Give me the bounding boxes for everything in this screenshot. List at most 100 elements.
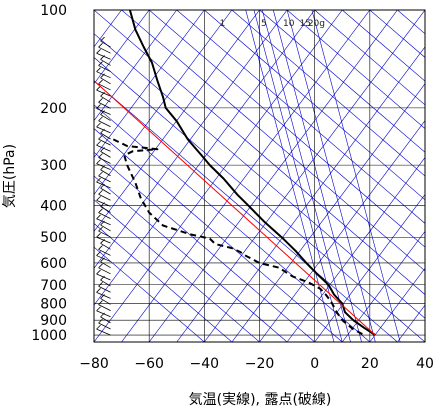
wind-barb-staff — [100, 132, 111, 140]
wind-barb-staff — [98, 249, 111, 256]
mixing-ratio-line — [273, 10, 362, 342]
wind-barb-staff — [98, 322, 111, 330]
sounding-series — [94, 10, 376, 336]
wind-barb-flag — [96, 49, 101, 54]
mixing-ratio-label: 1 — [220, 19, 226, 29]
wind-barb-flag — [100, 55, 105, 60]
wind-barb-flag — [98, 98, 103, 103]
wind-barb-staff — [98, 46, 111, 54]
isotherm-line — [94, 10, 233, 195]
adiabat-line — [94, 223, 233, 342]
mixing-ratio-label: 10 — [283, 19, 295, 29]
wind-barb-flag — [96, 140, 101, 146]
wind-barb-flag — [100, 91, 105, 97]
wind-barb-staff — [98, 230, 111, 238]
wind-barb-staff — [100, 114, 111, 121]
wind-barb-flag — [98, 318, 103, 324]
isotherm-line — [94, 10, 288, 269]
wind-barb-flag — [98, 61, 103, 66]
mixing-ratio-line — [253, 10, 343, 342]
wind-barb-flag — [96, 232, 101, 238]
wind-barb-flag — [100, 73, 105, 79]
wind-barb-staff — [98, 83, 111, 91]
mixing-ratio-line — [286, 10, 376, 342]
wind-barb-staff — [98, 304, 111, 311]
x-tick-label: −80 — [79, 356, 109, 372]
isotherm-line — [94, 10, 315, 306]
wind-barbs — [96, 36, 111, 336]
wind-barb-flag — [98, 245, 103, 250]
wind-barb-flag — [98, 300, 103, 305]
wind-barb-staff — [98, 193, 111, 201]
isotherm-line — [424, 341, 425, 342]
x-axis-title: 気温(実線), 露点(破線) — [189, 392, 332, 408]
adiabat-line — [397, 10, 425, 35]
y-tick-label: 800 — [40, 297, 67, 313]
wind-barb-staff — [100, 316, 111, 324]
isotherm-line — [397, 304, 425, 342]
isotherm-line — [286, 157, 425, 342]
wind-barb-staff — [100, 151, 111, 158]
y-tick-label: 500 — [40, 230, 67, 246]
y-tick-label: 900 — [40, 313, 67, 329]
isotherm-line — [176, 10, 425, 342]
wind-barb-staff — [100, 298, 111, 305]
wind-barb-flag — [100, 239, 105, 244]
wind-barb-staff — [98, 120, 111, 128]
isotherm-line — [148, 10, 398, 342]
wind-barb-staff — [98, 212, 111, 220]
wind-barb-flag — [98, 79, 103, 85]
wind-barb-staff — [98, 65, 111, 72]
x-tick-label: 0 — [310, 356, 319, 372]
wind-barb-flag — [98, 171, 103, 177]
adiabat-line — [176, 10, 425, 224]
wind-barb-flag — [96, 306, 101, 312]
wind-barb-flag — [96, 122, 101, 128]
wind-barb-flag — [100, 110, 105, 115]
wind-barb-staff — [100, 206, 111, 213]
wind-barb-staff — [98, 285, 111, 293]
y-tick-label: 600 — [40, 256, 67, 272]
wind-barb-flag — [98, 153, 103, 158]
wind-barb-flag — [98, 116, 103, 122]
wind-barb-flag — [100, 312, 105, 318]
isotherm-line — [369, 267, 425, 342]
x-tick-label: 40 — [416, 356, 434, 372]
wind-barb-flag — [96, 159, 101, 164]
wind-barb-flag — [100, 220, 105, 226]
wind-barb-staff — [100, 59, 111, 66]
series-line-1 — [128, 10, 376, 336]
mixing-ratio-label: 15 — [300, 19, 311, 29]
isotherm-line — [94, 10, 177, 122]
series-line-3 — [94, 80, 376, 336]
adiabat-line — [148, 10, 425, 248]
wind-barb-flag — [96, 251, 101, 256]
wind-barb-staff — [98, 157, 111, 164]
wind-barb-staff — [100, 187, 111, 195]
wind-barb-flag — [98, 281, 103, 287]
wind-barb-staff — [100, 40, 111, 48]
wind-barb-flag — [100, 183, 105, 189]
plot-frame — [93, 9, 426, 343]
wind-barb-staff — [100, 77, 111, 85]
wind-barb-staff — [100, 224, 111, 232]
series-line-2 — [112, 138, 365, 336]
wind-barb-flag — [100, 275, 105, 281]
isotherm-line — [94, 10, 343, 342]
wind-barb-flag — [100, 294, 105, 299]
wind-barb-flag — [96, 196, 101, 201]
y-axis-title: 気圧(hPa) — [2, 144, 18, 208]
isotherm-line — [342, 230, 425, 342]
wind-barb-flag — [96, 67, 101, 72]
wind-barb-flag — [98, 134, 103, 140]
wind-barb-flag — [100, 202, 105, 207]
adiabat-line — [94, 104, 371, 342]
adiabat-line — [342, 10, 425, 82]
wind-barb-staff — [98, 101, 111, 109]
wind-barb-flag — [100, 36, 105, 42]
wind-barb-flag — [98, 208, 103, 213]
wind-barb-flag — [96, 324, 101, 330]
wind-barb-flag — [96, 214, 101, 220]
